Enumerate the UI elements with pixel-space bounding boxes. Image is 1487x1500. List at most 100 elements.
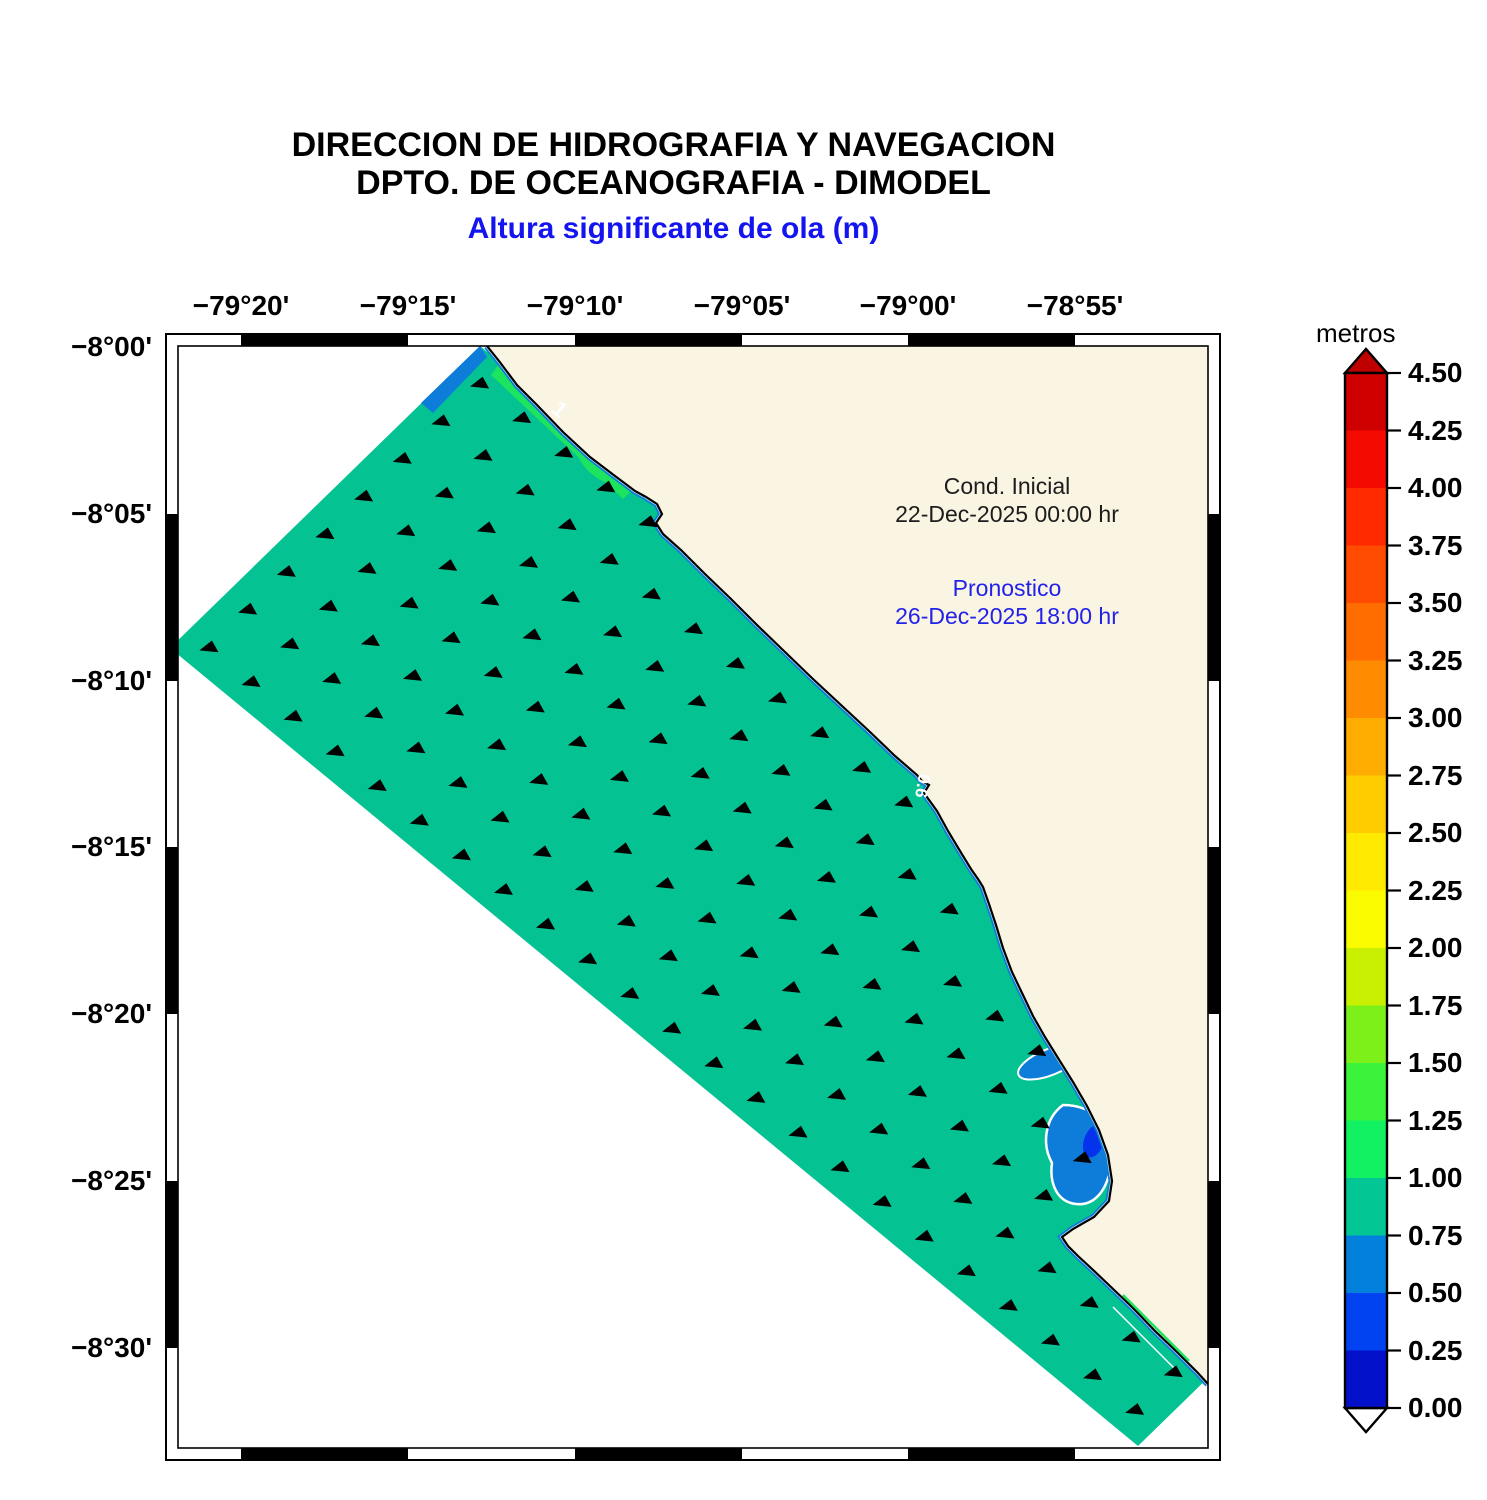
wave-direction-arrow: [736, 874, 756, 886]
wave-direction-arrow: [578, 952, 598, 965]
wave-direction-arrow: [739, 946, 759, 959]
wave-direction-arrow: [985, 1009, 1005, 1022]
wave-direction-arrow: [827, 1088, 847, 1100]
frame-segment-top: [742, 334, 908, 346]
wave-direction-arrow: [490, 810, 510, 823]
colorbar-segment: [1345, 660, 1387, 719]
wave-direction-arrow: [872, 1195, 892, 1207]
wave-direction-arrow: [1030, 1116, 1050, 1129]
colorbar-segment: [1345, 373, 1387, 432]
wave-direction-arrow: [645, 660, 665, 672]
wave-direction-arrow: [535, 917, 556, 930]
wave-direction-arrow: [480, 593, 500, 606]
frame-segment-bottom: [742, 1448, 908, 1460]
colorbar-segment: [1345, 1178, 1387, 1237]
wave-direction-arrow: [522, 628, 542, 641]
wave-direction-arrow: [396, 524, 416, 537]
wave-direction-arrow: [512, 411, 532, 424]
wave-direction-arrow: [451, 848, 471, 861]
wave-direction-arrow: [431, 414, 451, 427]
wave-direction-arrow: [662, 1021, 682, 1034]
colorbar: [1342, 347, 1401, 1434]
wave-direction-arrow: [638, 515, 658, 528]
wave-direction-arrow: [399, 596, 419, 609]
wave-direction-arrow: [554, 446, 574, 458]
wave-direction-arrow: [367, 779, 387, 791]
wave-direction-arrow: [904, 1012, 924, 1025]
wave-direction-arrow: [364, 706, 384, 719]
wave-direction-arrow: [900, 940, 921, 953]
wave-direction-arrow: [823, 1015, 843, 1028]
frame-segment-right: [1208, 346, 1220, 514]
wave-direction-arrow: [560, 590, 581, 603]
wave-direction-arrow: [318, 599, 338, 612]
colorbar-tick-label: 2.25: [1408, 875, 1463, 906]
wave-direction-arrow: [767, 691, 788, 704]
wave-direction-arrow: [690, 767, 710, 779]
wave-direction-arrow: [732, 801, 752, 814]
plot-subtitle: Altura significante de ola (m): [467, 212, 880, 245]
wave-direction-arrow: [199, 640, 219, 653]
colorbar-segment: [1345, 1350, 1387, 1409]
wave-direction-arrow: [1163, 1365, 1183, 1378]
wave-direction-arrow: [473, 449, 493, 461]
wave-direction-arrow: [438, 559, 458, 571]
wave-direction-arrow: [532, 845, 552, 858]
wave-direction-arrow: [946, 1047, 966, 1060]
y-axis-tick-label: −8°25': [71, 1165, 152, 1196]
wave-direction-arrow: [493, 883, 513, 895]
wave-direction-arrow: [515, 483, 535, 496]
colorbar-tick-label: 2.75: [1408, 760, 1463, 791]
lower-coast-contour-white: [1112, 1306, 1178, 1372]
frame-segment-left: [166, 1348, 178, 1448]
frame-segment-right: [1208, 1348, 1220, 1448]
wave-direction-arrow: [1082, 1368, 1103, 1381]
frame-segment-bottom: [575, 1448, 742, 1460]
wave-direction-arrow: [658, 949, 678, 962]
frame-segment-bottom: [241, 1448, 408, 1460]
wave-direction-arrow: [648, 732, 668, 745]
wave-direction-arrow: [280, 637, 300, 650]
wave-direction-arrow: [529, 773, 549, 785]
wave-direction-arrow: [1034, 1189, 1054, 1201]
frame-segment-bottom: [408, 1448, 575, 1460]
frame-segment-right: [1208, 514, 1220, 681]
agency-title-line2: DPTO. DE OCEANOGRAFIA - DIMODEL: [356, 164, 991, 202]
wave-direction-arrow: [725, 657, 745, 669]
colorbar-under-arrow: [1342, 1406, 1390, 1434]
frame-segment-bottom: [1075, 1448, 1208, 1460]
wave-direction-arrow: [325, 744, 345, 757]
wave-direction-arrow: [476, 521, 496, 534]
x-axis-tick-label: −79°15': [359, 290, 457, 321]
wave-direction-arrow: [687, 694, 707, 707]
frame-segment-left: [166, 514, 178, 681]
frame-segment-top: [908, 334, 1075, 346]
wave-direction-arrow: [869, 1122, 889, 1135]
colorbar-tick-label: 1.00: [1408, 1162, 1463, 1193]
wave-direction-arrow: [816, 871, 836, 883]
initial-condition-datetime: 22-Dec-2025 00:00 hr: [895, 501, 1119, 527]
wave-direction-arrow: [697, 911, 717, 924]
wave-direction-arrow: [998, 1299, 1018, 1311]
model-domain-sea: [170, 346, 1221, 1446]
colorbar-segment: [1345, 718, 1387, 777]
wave-direction-arrow: [518, 556, 539, 568]
wave-direction-arrow: [483, 666, 503, 678]
wave-direction-arrow: [781, 981, 801, 993]
frame-segment-right: [1208, 1181, 1220, 1348]
wave-direction-arrow: [392, 452, 412, 464]
colorbar-title: metros: [1316, 318, 1396, 348]
wave-direction-arrow: [820, 943, 840, 956]
forecast-datetime: 26-Dec-2025 18:00 hr: [895, 603, 1119, 629]
y-axis-tick-label: −8°20': [71, 998, 152, 1029]
frame-segment-top: [575, 334, 742, 346]
colorbar-segment: [1345, 545, 1387, 604]
wave-direction-arrow: [995, 1226, 1015, 1239]
wave-direction-arrow: [448, 776, 468, 788]
colorbar-segment: [1345, 1063, 1387, 1122]
colorbar-tick-label: 1.75: [1408, 990, 1463, 1021]
wave-direction-arrow: [406, 741, 426, 754]
frame-segment-right: [1208, 681, 1220, 847]
colorbar-tick-label: 4.00: [1408, 472, 1463, 503]
